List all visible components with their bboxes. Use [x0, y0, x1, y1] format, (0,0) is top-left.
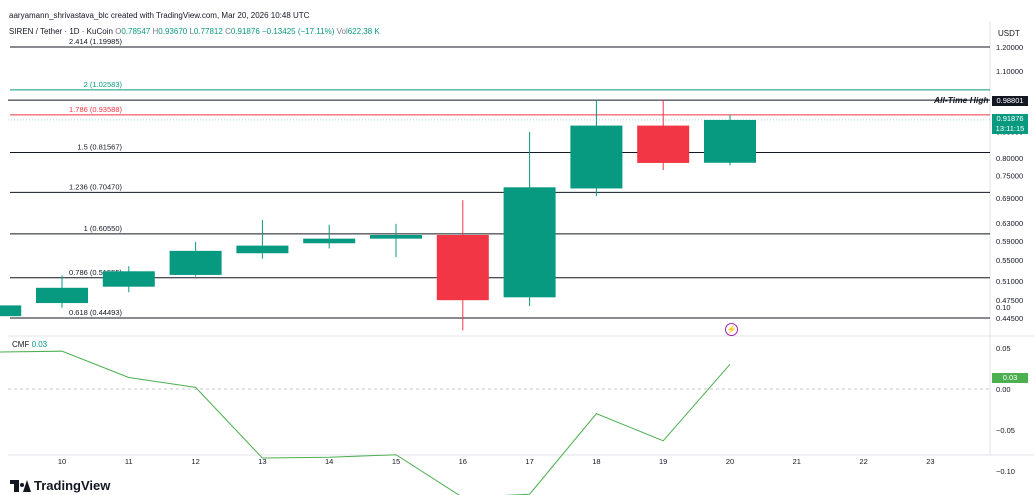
time-tick-label: 23: [926, 457, 934, 466]
time-tick-label: 21: [793, 457, 801, 466]
time-tick-label: 20: [726, 457, 734, 466]
volume-label: Vol: [336, 27, 348, 36]
cmf-tick-label: 0.10: [996, 303, 1011, 312]
attribution-text: aaryamann_shrivastava_blc created with T…: [9, 11, 310, 20]
candle-body: [0, 305, 22, 317]
price-tick-label: 0.69000: [996, 194, 1023, 203]
cmf-tick-label: 0.00: [996, 385, 1011, 394]
lightning-icon[interactable]: ⚡: [725, 323, 738, 336]
time-tick-label: 15: [392, 457, 400, 466]
volume-value: 622.38 K: [347, 27, 380, 36]
price-tick-label: 0.47500: [996, 296, 1023, 305]
logo-text: TradingView: [34, 478, 111, 493]
tradingview-logo[interactable]: TradingView: [10, 478, 110, 493]
last-price-value: 0.91876: [996, 114, 1024, 123]
change-value: −0.13425 (−17.11%): [262, 27, 335, 36]
time-tick-label: 14: [325, 457, 333, 466]
time-tick-label: 22: [859, 457, 867, 466]
time-tick-label: 19: [659, 457, 667, 466]
price-tick-label: 0.80000: [996, 154, 1023, 163]
candle-body: [570, 125, 623, 189]
indicator-title[interactable]: CMF 0.03: [12, 340, 47, 349]
price-tick-label: 0.51000: [996, 277, 1023, 286]
price-tick-label: 0.44500: [996, 314, 1023, 323]
price-tick-label: 0.55000: [996, 256, 1023, 265]
close-label: C: [225, 27, 231, 36]
low-label: L: [189, 27, 194, 36]
price-tick-label: 0.75000: [996, 171, 1023, 180]
time-tick-label: 11: [125, 457, 133, 466]
cmf-series-line: [0, 350, 731, 495]
symbol-name[interactable]: SIREN / Tether · 1D · KuCoin: [9, 27, 113, 36]
last-price-badge: 0.91876 13:11:15: [992, 114, 1028, 134]
candle-body: [236, 245, 289, 254]
candle-body: [303, 238, 356, 244]
open-value: 0.78547: [121, 27, 151, 36]
low-value: 0.77812: [193, 27, 223, 36]
candle-body: [436, 234, 489, 301]
time-tick-label: 12: [191, 457, 199, 466]
price-tick-label: 1.10000: [996, 67, 1023, 76]
time-tick-label: 13: [258, 457, 266, 466]
fib-label: 0.618 (0.44493): [69, 308, 122, 317]
time-tick-label: 10: [58, 457, 66, 466]
tradingview-logo-icon: [10, 479, 31, 492]
fib-label: 1.236 (0.70470): [69, 182, 122, 191]
close-value: 0.91876: [230, 27, 260, 36]
time-tick-label: 16: [459, 457, 467, 466]
open-label: O: [115, 27, 122, 36]
price-tick-label: 0.59000: [996, 237, 1023, 246]
fib-label: 0.786 (0.51555): [69, 268, 122, 277]
indicator-value: 0.03: [31, 340, 48, 349]
fib-label: 2.414 (1.19985): [69, 37, 122, 46]
candle-body: [102, 271, 155, 287]
fib-label: 2 (1.02583): [84, 80, 123, 89]
fib-label: 1 (0.60550): [84, 224, 123, 233]
high-label: H: [152, 27, 159, 36]
candle-body: [503, 187, 556, 298]
indicator-name: CMF: [12, 340, 30, 349]
ath-label: All-Time High: [934, 95, 989, 105]
fib-label: 1.786 (0.93588): [69, 105, 122, 114]
time-tick-label: 18: [592, 457, 600, 466]
cmf-value-badge: 0.03: [992, 373, 1028, 383]
price-tick-label: 1.20000: [996, 43, 1023, 52]
candle-body: [637, 125, 690, 163]
fib-label: 1.5 (0.81567): [77, 142, 122, 151]
countdown-value: 13:11:15: [995, 124, 1025, 133]
currency-label[interactable]: USDT: [998, 29, 1020, 38]
candle-body: [370, 234, 422, 239]
cmf-tick-label: 0.05: [996, 344, 1011, 353]
price-tick-label: 0.63000: [996, 219, 1023, 228]
cmf-tick-label: −0.05: [996, 426, 1015, 435]
symbol-bar: SIREN / Tether · 1D · KuCoin O0.78547 H0…: [9, 27, 380, 36]
candle-body: [704, 119, 756, 163]
candle-body: [36, 287, 88, 304]
high-value: 0.93670: [158, 27, 188, 36]
cmf-tick-label: −0.10: [996, 467, 1015, 476]
time-tick-label: 17: [525, 457, 533, 466]
candle-body: [169, 250, 222, 275]
ath-price-badge: 0.98801: [992, 96, 1028, 106]
